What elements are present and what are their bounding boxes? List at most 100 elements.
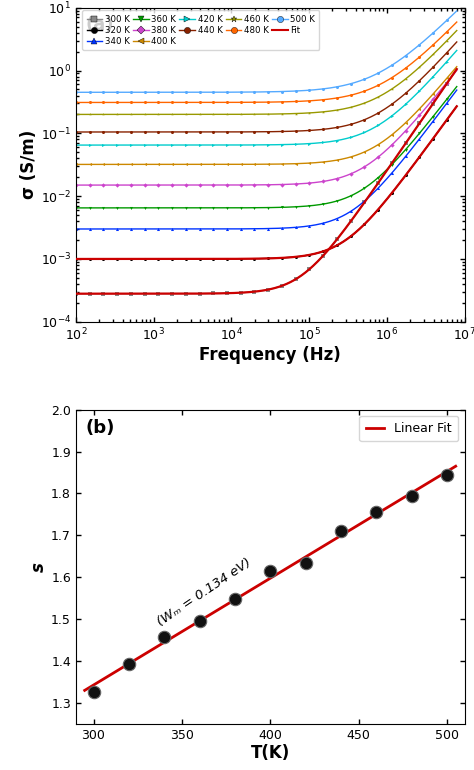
- 320 K: [254, 254, 260, 263]
- Y-axis label: s: s: [30, 562, 48, 571]
- 460 K: [385, 87, 391, 96]
- Linear Fit: [301, 553, 307, 562]
- Linear Fit: [394, 497, 400, 506]
- 400 K: [300, 159, 305, 168]
- 380 K: [454, 65, 460, 75]
- 360 K: [385, 164, 391, 173]
- 400 K: [73, 160, 79, 169]
- 400 K: [454, 62, 460, 72]
- 340 K: [254, 224, 260, 233]
- 440 K: [454, 38, 460, 47]
- Linear Fit: [309, 548, 315, 557]
- 460 K: [279, 109, 285, 119]
- 440 K: [385, 102, 391, 112]
- 300 K: [254, 286, 260, 296]
- 500 K: [279, 87, 285, 96]
- Point: [125, 658, 133, 670]
- 440 K: [73, 127, 79, 136]
- Line: 500 K: 500 K: [74, 9, 458, 94]
- 480 K: [445, 26, 450, 35]
- 380 K: [254, 180, 260, 189]
- 400 K: [445, 73, 450, 82]
- Line: 440 K: 440 K: [74, 41, 458, 133]
- Linear Fit: [303, 552, 309, 561]
- 380 K: [279, 180, 285, 189]
- 360 K: [445, 94, 450, 103]
- 460 K: [300, 109, 305, 118]
- 400 K: [256, 159, 262, 169]
- 320 K: [279, 253, 285, 263]
- 420 K: [73, 140, 79, 149]
- 440 K: [445, 47, 450, 56]
- 380 K: [73, 180, 79, 189]
- Line: 480 K: 480 K: [74, 21, 458, 104]
- Line: 380 K: 380 K: [74, 69, 458, 186]
- 340 K: [300, 222, 305, 231]
- 480 K: [256, 98, 262, 107]
- 300 K: [73, 289, 79, 298]
- 500 K: [300, 86, 305, 95]
- 360 K: [279, 203, 285, 212]
- 420 K: [256, 140, 262, 149]
- Linear Fit: [453, 461, 458, 470]
- 460 K: [254, 109, 260, 119]
- Point: [90, 686, 97, 698]
- 420 K: [454, 45, 460, 55]
- 440 K: [256, 127, 262, 136]
- Point: [231, 593, 238, 605]
- 500 K: [445, 15, 450, 24]
- Linear Fit: [82, 686, 88, 695]
- 460 K: [445, 35, 450, 45]
- 400 K: [279, 159, 285, 169]
- Linear Fit: [418, 483, 424, 492]
- 420 K: [279, 140, 285, 149]
- 500 K: [385, 63, 391, 72]
- 300 K: [445, 78, 450, 87]
- Line: 320 K: 320 K: [74, 105, 458, 260]
- 320 K: [256, 254, 262, 263]
- 360 K: [73, 203, 79, 213]
- Line: 400 K: 400 K: [74, 65, 458, 166]
- 420 K: [254, 140, 260, 149]
- 340 K: [445, 98, 450, 107]
- Point: [160, 631, 168, 643]
- 400 K: [385, 133, 391, 142]
- 500 K: [454, 6, 460, 15]
- 440 K: [300, 126, 305, 136]
- Point: [373, 506, 380, 518]
- 440 K: [279, 127, 285, 136]
- Text: (Wₘ = 0.134 eV): (Wₘ = 0.134 eV): [155, 556, 254, 628]
- Linear Fit: [83, 685, 89, 695]
- Point: [337, 525, 345, 537]
- Line: 300 K: 300 K: [74, 68, 458, 295]
- 360 K: [454, 82, 460, 91]
- 300 K: [256, 286, 262, 296]
- Point: [302, 557, 310, 569]
- 420 K: [445, 56, 450, 65]
- Legend: Linear Fit: Linear Fit: [359, 416, 458, 441]
- Point: [408, 490, 415, 503]
- 480 K: [385, 75, 391, 85]
- Legend: 300 K, 320 K, 340 K, 360 K, 380 K, 400 K, 420 K, 440 K, 460 K, 480 K, 500 K, Fit: 300 K, 320 K, 340 K, 360 K, 380 K, 400 K…: [82, 10, 319, 50]
- 380 K: [256, 180, 262, 189]
- 320 K: [73, 254, 79, 263]
- Line: 420 K: 420 K: [74, 49, 458, 146]
- 440 K: [254, 127, 260, 136]
- 480 K: [73, 98, 79, 107]
- Line: Linear Fit: Linear Fit: [85, 466, 456, 691]
- 380 K: [385, 144, 391, 153]
- 300 K: [454, 65, 460, 74]
- 340 K: [454, 85, 460, 95]
- 420 K: [300, 139, 305, 149]
- Point: [266, 564, 274, 577]
- 340 K: [73, 224, 79, 233]
- 380 K: [445, 77, 450, 86]
- 500 K: [254, 87, 260, 96]
- 460 K: [73, 110, 79, 119]
- 380 K: [300, 179, 305, 188]
- 360 K: [300, 202, 305, 211]
- Text: (b): (b): [85, 419, 115, 437]
- 320 K: [385, 193, 391, 203]
- Line: 340 K: 340 K: [74, 89, 458, 230]
- 420 K: [385, 114, 391, 123]
